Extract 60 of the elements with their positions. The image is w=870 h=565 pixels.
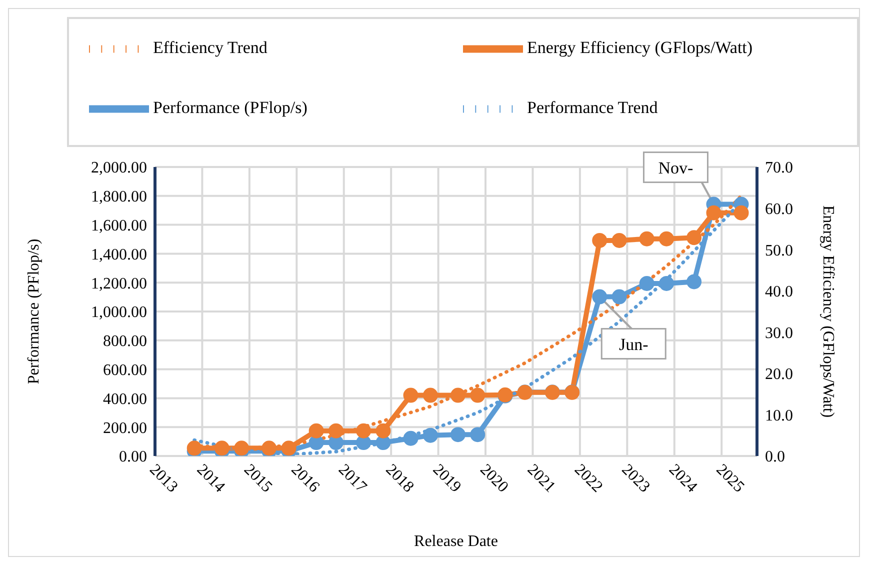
- annotation: Nov-: [658, 158, 694, 178]
- y-tick-label: 800.00: [103, 333, 147, 350]
- y2-tick-label: 50.0: [765, 242, 793, 260]
- y2-tick-label: 10.0: [765, 407, 793, 424]
- y2-tick-label: 40.0: [765, 284, 793, 301]
- point: [734, 205, 749, 220]
- point: [450, 427, 466, 442]
- y2-axis-title: Energy Efficiency (GFlops/Watt): [819, 205, 836, 418]
- point: [686, 274, 702, 290]
- point: [403, 430, 418, 446]
- y2-tick-label: 0.0: [765, 448, 785, 466]
- callout: Jun-: [598, 296, 666, 360]
- point: [403, 388, 418, 403]
- point: [186, 440, 202, 456]
- point: [262, 440, 277, 456]
- point: [592, 289, 608, 304]
- point: [470, 388, 486, 403]
- legend-label: Performance Trend: [527, 96, 659, 119]
- point: [686, 230, 702, 246]
- point: [450, 388, 466, 403]
- point: [706, 205, 722, 220]
- y2-tick-label: 20.0: [765, 366, 793, 384]
- point: [612, 289, 627, 304]
- point: [612, 232, 627, 248]
- y-tick-label: 1,600.00: [91, 217, 147, 234]
- point: [592, 232, 608, 248]
- y-tick-label: 0.00: [119, 448, 147, 466]
- point: [214, 440, 230, 456]
- point: [234, 440, 250, 456]
- point: [659, 231, 674, 246]
- point: [281, 440, 296, 456]
- legend-label: Energy Efficiency (GFlops/Watt): [527, 36, 754, 59]
- legend-label: Performance (PFlop/s): [153, 96, 308, 119]
- y-tick-label: 200.00: [103, 420, 147, 437]
- y2-tick-label: 30.0: [765, 324, 793, 342]
- y-axis-title: Performance (PFlop/s): [26, 238, 43, 384]
- point: [422, 388, 438, 403]
- y2-tick-label: 70.0: [765, 160, 793, 177]
- point: [659, 276, 674, 291]
- y-tick-label: 600.00: [103, 362, 147, 379]
- y-tick-label: 1,000.00: [91, 304, 147, 322]
- y2-tick-label: 60.0: [765, 200, 793, 218]
- point: [328, 423, 344, 438]
- y-tick-label: 1,400.00: [91, 246, 147, 264]
- legend-label: Efficiency Trend: [153, 36, 268, 59]
- y-tick-label: 2,000.00: [91, 160, 147, 177]
- x-axis-title: Release Date: [414, 533, 498, 550]
- x-tick-label: 2019: [429, 461, 464, 496]
- point: [356, 423, 372, 438]
- y-tick-label: 1,800.00: [91, 188, 147, 206]
- point: [639, 231, 654, 246]
- y-tick-label: 400.00: [103, 390, 147, 408]
- y-tick-label: 1,200.00: [91, 275, 147, 292]
- point: [422, 428, 438, 443]
- annotation: Jun-: [618, 334, 649, 354]
- point: [639, 276, 654, 291]
- x-tick-label: 2017: [335, 461, 370, 496]
- point: [376, 423, 391, 438]
- point: [308, 423, 324, 438]
- point: [470, 427, 486, 442]
